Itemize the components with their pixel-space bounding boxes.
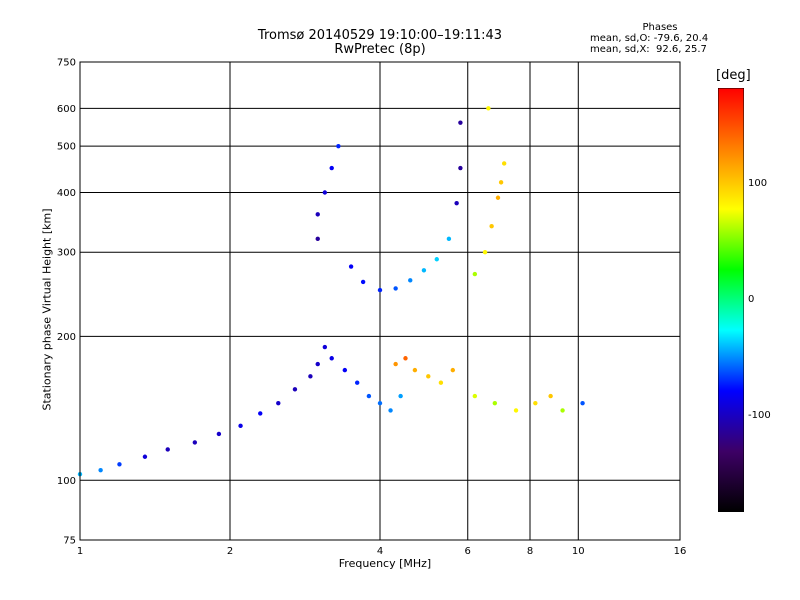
scatter-point (342, 367, 348, 373)
x-axis-label: Frequency [MHz] (338, 557, 432, 570)
scatter-point (580, 400, 585, 406)
y-tick-label: 200 (57, 332, 76, 343)
colorbar-tick-neg100: -100 (748, 410, 771, 421)
x-tick-label: 2 (227, 546, 233, 557)
scatter-point (458, 165, 463, 171)
y-tick-label: 600 (57, 104, 76, 115)
scatter-point (322, 344, 328, 350)
phase-stats-header: Phases (642, 22, 678, 33)
y-tick-label: 75 (63, 536, 76, 547)
scatter-point (360, 279, 366, 285)
scatter-point (366, 393, 372, 399)
scatter-point (421, 268, 427, 273)
scatter-point (377, 287, 383, 293)
y-tick-label: 300 (57, 248, 76, 259)
scatter-point (292, 387, 298, 392)
scatter-point (322, 190, 328, 195)
scatter-point (315, 361, 320, 367)
scatter-point (238, 423, 243, 429)
phase-stats-o: mean, sd,O: -79.6, 20.4 (590, 33, 709, 44)
scatter-point (498, 180, 504, 185)
scatter-point (216, 431, 222, 437)
scatter-point (446, 236, 452, 242)
scatter-point (329, 356, 334, 361)
axis-ticks: 1 2 4 6 8 10 16 75 100 200 300 400 500 600 750 (57, 58, 686, 558)
scatter-point (408, 278, 413, 283)
scatter-point (377, 400, 383, 406)
scatter-point (472, 393, 478, 399)
scatter-point (276, 400, 281, 406)
scatter-point (336, 143, 341, 149)
scatter-point (482, 250, 488, 255)
y-tick-label: 500 (57, 142, 76, 153)
colorbar-gradient (718, 88, 744, 512)
scatter-point (329, 165, 334, 171)
scatter-point (403, 356, 408, 361)
scatter-point (489, 224, 494, 229)
scatter-point (315, 212, 320, 217)
colorbar-tick-100: 100 (748, 178, 768, 189)
scatter-point (354, 380, 360, 385)
y-tick-label: 100 (57, 476, 76, 487)
x-tick-label: 16 (674, 546, 687, 557)
scatter-point (117, 462, 122, 467)
scatter-point (438, 380, 444, 385)
scatter-point (192, 440, 198, 445)
scatter-point (472, 271, 478, 277)
chart-subtitle: RwPretec (8p) (334, 42, 426, 57)
phase-stats-x: mean, sd,X: 92.6, 25.7 (590, 44, 707, 55)
scatter-point (98, 467, 103, 473)
scatter-point (492, 400, 498, 406)
x-tick-label: 4 (377, 546, 383, 557)
scatter-point (513, 408, 519, 413)
scatter-points (77, 106, 585, 477)
scatter-point (398, 393, 403, 399)
scatter-point (393, 361, 398, 367)
scatter-point (495, 195, 501, 200)
scatter-point (142, 454, 148, 459)
scatter-point (315, 236, 320, 242)
x-tick-label: 6 (465, 546, 471, 557)
scatter-point (450, 367, 456, 373)
colorbar-unit-label: [deg] (716, 68, 751, 83)
colorbar (718, 88, 744, 512)
scatter-point (165, 447, 170, 452)
scatter-point (393, 286, 398, 291)
scatter-point (454, 200, 459, 206)
scatter-point (348, 264, 354, 269)
colorbar-tick-0: 0 (748, 294, 755, 305)
x-tick-label: 1 (77, 546, 83, 557)
phase-stats: Phases mean, sd,O: -79.6, 20.4 mean, sd,… (590, 22, 730, 55)
scatter-point (308, 374, 313, 379)
grid (80, 62, 680, 540)
scatter-point (533, 400, 538, 406)
y-tick-label: 750 (57, 58, 76, 69)
scatter-point (458, 120, 463, 125)
x-tick-label: 8 (527, 546, 533, 557)
scatter-point (501, 161, 507, 166)
plot-frame (79, 61, 681, 541)
chart-title: Tromsø 20140529 19:10:00–19:11:43 (257, 28, 503, 43)
scatter-point (486, 106, 491, 111)
scatter-point (548, 393, 553, 399)
y-tick-label: 400 (57, 188, 76, 199)
scatter-point (560, 408, 565, 413)
scatter-point (388, 408, 393, 413)
scatter-point (258, 411, 263, 416)
x-tick-label: 10 (572, 546, 585, 557)
scatter-point (434, 257, 439, 262)
scatter-point (412, 367, 418, 373)
scatter-point (426, 374, 431, 379)
